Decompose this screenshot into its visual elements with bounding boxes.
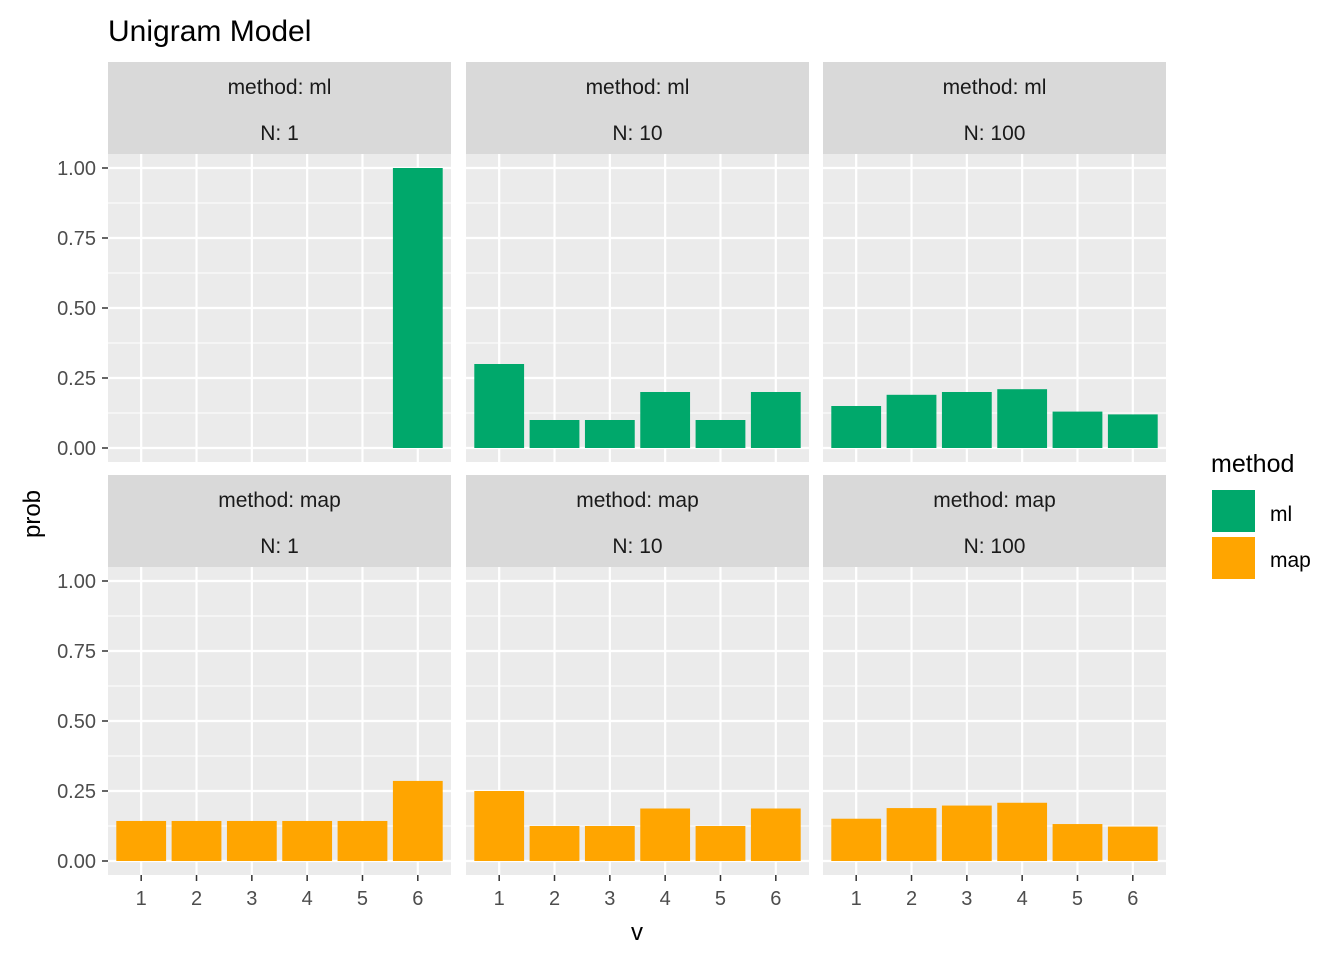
y-axis-label: prob [19,490,46,538]
bar [695,826,746,861]
bar [116,820,167,861]
chart-title: Unigram Model [108,15,311,48]
facet-strip [108,62,451,154]
strip-method-label: method: map [576,489,699,512]
bar [997,389,1048,448]
bar [831,406,882,448]
strip-n-label: N: 100 [964,122,1026,145]
facet-strip [108,475,451,567]
y-tick-label: 0.75 [57,228,96,250]
bar [171,820,222,861]
strip-n-label: N: 1 [260,535,299,558]
bar [282,820,333,861]
facet-panel: method: ml N: 100 [823,62,1166,462]
facet-panel: method: ml N: 1 0.00 0.25 0.50 0.75 1.00 [57,62,451,462]
x-tick-label: 6 [770,888,781,910]
legend-label-map: map [1270,549,1311,572]
bar [584,826,635,861]
legend-label-ml: ml [1270,503,1292,526]
legend-title: method [1211,450,1294,478]
x-tick-label: 1 [851,888,862,910]
bar [640,808,691,861]
bar [392,780,443,861]
bar [1052,824,1103,861]
legend: method ml map [1211,450,1311,579]
legend-key-ml [1212,490,1255,532]
facet-panel: method: map N: 1 0.00 0.25 0.50 0.75 1.00 1 2 3 4 5… [57,475,451,910]
bar [529,826,580,861]
bar [474,791,525,861]
facet-strip [823,62,1166,154]
facet-panel: method: map N: 100 1 2 3 4 5 6 [823,475,1166,910]
bar [941,392,992,448]
x-axis-label: v [631,919,643,946]
facet-strip [823,475,1166,567]
facet-strip [466,475,809,567]
y-tick-label: 0.50 [57,711,96,733]
bar [474,364,525,448]
y-tick-label: 0.50 [57,298,96,320]
x-tick-label: 5 [715,888,726,910]
x-tick-label: 3 [604,888,615,910]
x-tick-label: 4 [302,888,313,910]
strip-n-label: N: 1 [260,122,299,145]
y-tick-label: 0.00 [57,438,96,460]
bar [529,420,580,448]
x-tick-label: 6 [1127,888,1138,910]
bar [831,818,882,861]
bar [640,392,691,448]
x-tick-label: 2 [191,888,202,910]
legend-key-map [1212,537,1255,579]
y-tick-label: 1.00 [57,158,96,180]
facet-strip [466,62,809,154]
x-tick-label: 1 [136,888,147,910]
facet-panel: method: ml N: 10 [466,62,809,462]
bar [1107,826,1158,861]
y-tick-label: 0.25 [57,781,96,803]
bar [750,808,801,861]
x-tick-label: 3 [961,888,972,910]
strip-method-label: method: ml [943,76,1047,99]
bar [584,420,635,448]
bar [941,805,992,861]
y-tick-label: 0.25 [57,368,96,390]
strip-n-label: N: 10 [612,535,662,558]
x-tick-label: 5 [1072,888,1083,910]
bar [392,168,443,448]
x-tick-label: 3 [246,888,257,910]
bar [226,820,277,861]
bar [750,392,801,448]
bar [1052,411,1103,448]
strip-method-label: method: map [218,489,341,512]
bar [337,820,388,861]
x-tick-label: 2 [906,888,917,910]
x-tick-label: 4 [660,888,671,910]
x-tick-label: 6 [412,888,423,910]
x-tick-label: 5 [357,888,368,910]
strip-n-label: N: 100 [964,535,1026,558]
strip-method-label: method: ml [228,76,332,99]
facet-panel: method: map N: 10 1 2 3 4 5 6 [466,475,809,910]
strip-method-label: method: map [933,489,1056,512]
bar [886,394,937,448]
strip-n-label: N: 10 [612,122,662,145]
y-tick-label: 0.75 [57,641,96,663]
y-tick-label: 0.00 [57,851,96,873]
bar [997,802,1048,861]
bar [886,808,937,861]
y-tick-label: 1.00 [57,571,96,593]
x-tick-label: 2 [549,888,560,910]
bar [1107,414,1158,448]
x-tick-label: 1 [494,888,505,910]
facet-panels: method: mlN: 10.000.250.500.751.00method… [57,62,1166,910]
x-tick-label: 4 [1017,888,1028,910]
strip-method-label: method: ml [586,76,690,99]
bar [695,420,746,448]
